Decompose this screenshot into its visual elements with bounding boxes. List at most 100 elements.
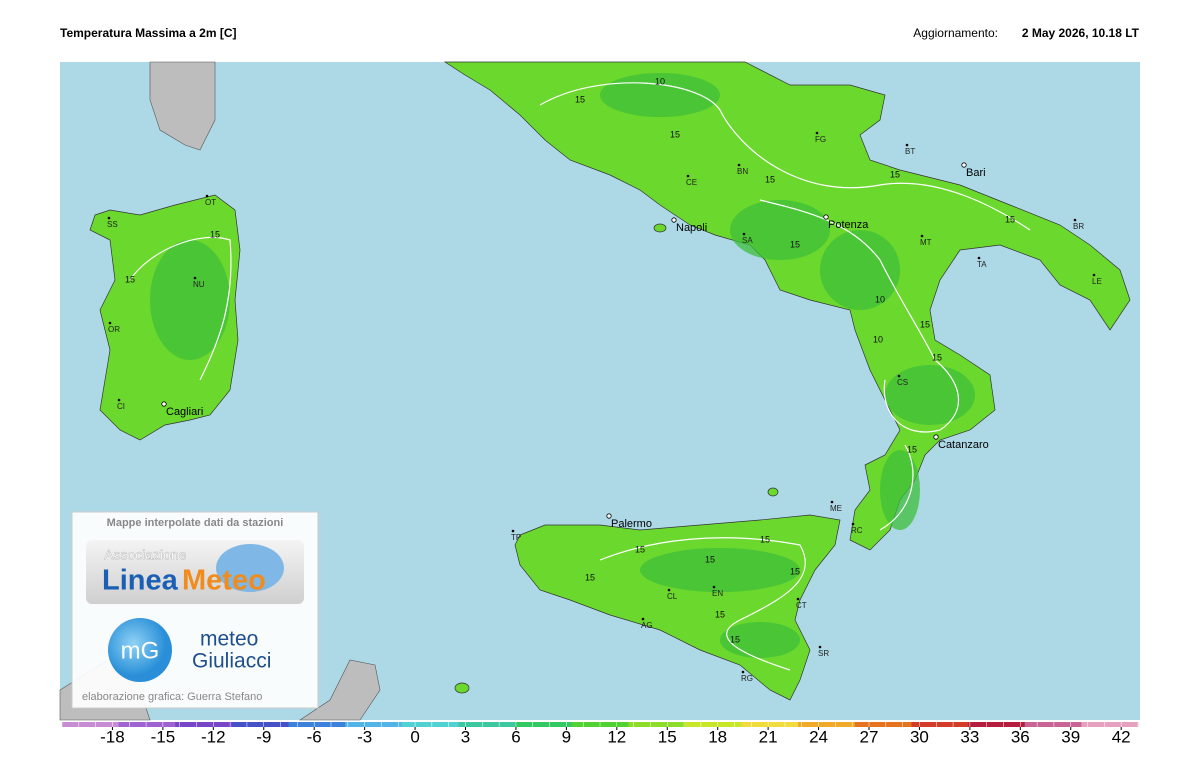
update-time: 2 May 2026, 10.18 LT bbox=[1022, 26, 1140, 40]
contour-label: 15 bbox=[760, 534, 770, 544]
province-label: RG bbox=[741, 674, 753, 683]
logo-box: Mappe interpolate dati da stazioni Assoc… bbox=[71, 511, 319, 709]
logo-linea: Linea bbox=[102, 565, 179, 597]
province-label: CT bbox=[796, 601, 807, 610]
contour-label: 10 bbox=[873, 334, 883, 344]
province-label: MT bbox=[920, 238, 932, 247]
colorbar-tick-label: 33 bbox=[960, 727, 979, 746]
logo-giuliacci: Giuliacci bbox=[192, 650, 271, 673]
logo-credit: elaborazione grafica: Guerra Stefano bbox=[82, 691, 262, 703]
logo-caption: Mappe interpolate dati da stazioni bbox=[107, 517, 284, 529]
province-dot bbox=[977, 256, 981, 260]
province-dot bbox=[108, 321, 112, 325]
logo-meteo: Meteo bbox=[182, 565, 266, 597]
colorbar-tick-label: -9 bbox=[256, 727, 271, 746]
city-dot bbox=[606, 513, 612, 519]
province-label: CE bbox=[686, 178, 697, 187]
province-dot bbox=[511, 529, 515, 533]
contour-label: 15 bbox=[730, 634, 740, 644]
highlands bbox=[150, 73, 975, 658]
colorbar-tick-label: 36 bbox=[1011, 727, 1030, 746]
province-dot bbox=[897, 374, 901, 378]
contour-label: 15 bbox=[920, 319, 930, 329]
city-label: Napoli bbox=[676, 222, 707, 234]
province-label: SS bbox=[107, 220, 118, 229]
contour-label: 15 bbox=[1005, 214, 1015, 224]
city-label: Palermo bbox=[611, 518, 652, 530]
province-label: LE bbox=[1092, 277, 1102, 286]
colorbar-tick-label: 39 bbox=[1061, 727, 1080, 746]
colorbar-tick-label: -6 bbox=[307, 727, 322, 746]
contour-label: 15 bbox=[210, 229, 220, 239]
colorbar-segment bbox=[684, 722, 743, 727]
province-dot bbox=[107, 216, 111, 220]
colorbar-tick-label: 15 bbox=[658, 727, 677, 746]
province-label: BN bbox=[737, 167, 748, 176]
colorbar-tick-label: 3 bbox=[461, 727, 470, 746]
province-label: RC bbox=[851, 526, 863, 535]
contour-label: 15 bbox=[585, 572, 595, 582]
province-dot bbox=[117, 398, 121, 402]
colorbar-segment bbox=[1024, 722, 1082, 727]
province-dot bbox=[1073, 218, 1077, 222]
city-dot bbox=[161, 401, 167, 407]
province-label: OR bbox=[108, 325, 120, 334]
colorbar-tick-label: -15 bbox=[151, 727, 176, 746]
colorbar: -18 -15 -12 -9 -6 -3 0 3 6 9 12 15 18 21 24 27 30 33 36 39 4… bbox=[61, 722, 1139, 746]
province-dot bbox=[1092, 273, 1096, 277]
contours bbox=[129, 82, 1031, 671]
logo-mg: mG bbox=[121, 637, 160, 664]
colorbar-tick-label: 27 bbox=[860, 727, 879, 746]
update-label: Aggiornamento: bbox=[913, 26, 998, 40]
colorbar-tick-label: 42 bbox=[1112, 727, 1131, 746]
colorbar-tick-label: 24 bbox=[809, 727, 828, 746]
province-label: TA bbox=[977, 260, 987, 269]
logo-assoc: Associazione bbox=[104, 547, 187, 563]
contour-label: 15 bbox=[125, 274, 135, 284]
province-label: OT bbox=[205, 198, 216, 207]
colorbar-segment bbox=[798, 722, 856, 727]
colorbar-tick-label: -18 bbox=[100, 727, 125, 746]
province-label: FG bbox=[815, 135, 826, 144]
city-label: Cagliari bbox=[166, 406, 203, 418]
title: Temperatura Massima a 2m [C] bbox=[60, 26, 237, 40]
colorbar-segment bbox=[515, 722, 573, 727]
province-dot bbox=[641, 617, 645, 621]
colorbar-tick-label: 12 bbox=[607, 727, 626, 746]
colorbar-segment bbox=[1081, 722, 1139, 727]
contour-label: 15 bbox=[932, 352, 942, 362]
city-label: Catanzaro bbox=[938, 439, 989, 451]
colorbar-tick-label: 18 bbox=[708, 727, 727, 746]
province-dot bbox=[205, 194, 209, 198]
colorbar-segment bbox=[458, 722, 516, 727]
colorbar-segment bbox=[345, 722, 403, 727]
colorbar-segment bbox=[628, 722, 686, 727]
city-dot bbox=[961, 162, 967, 168]
city-dot bbox=[823, 214, 829, 220]
colorbar-tick-label: 9 bbox=[562, 727, 571, 746]
province-label: CS bbox=[897, 378, 908, 387]
logo-meteo-text: meteo bbox=[200, 628, 258, 651]
contour-label: 15 bbox=[790, 239, 800, 249]
province-label: ME bbox=[830, 504, 842, 513]
province-dot bbox=[667, 588, 671, 592]
province-dot bbox=[712, 585, 716, 589]
province-dot bbox=[920, 234, 924, 238]
colorbar-segment bbox=[288, 722, 346, 727]
colorbar-segment bbox=[62, 722, 120, 727]
contour-label: 15 bbox=[705, 554, 715, 564]
province-label: AG bbox=[641, 621, 653, 630]
contour-label: 15 bbox=[890, 169, 900, 179]
province-label: NU bbox=[193, 280, 205, 289]
province-label: CL bbox=[667, 592, 678, 601]
province-dot bbox=[796, 597, 800, 601]
province-label: CI bbox=[117, 402, 125, 411]
province-dot bbox=[193, 276, 197, 280]
colorbar-tick-label: -12 bbox=[201, 727, 226, 746]
colorbar-tick-label: 30 bbox=[910, 727, 929, 746]
province-dot bbox=[742, 232, 746, 236]
contour-label: 10 bbox=[875, 294, 885, 304]
province-label: TP bbox=[511, 533, 521, 542]
province-dot bbox=[686, 174, 690, 178]
